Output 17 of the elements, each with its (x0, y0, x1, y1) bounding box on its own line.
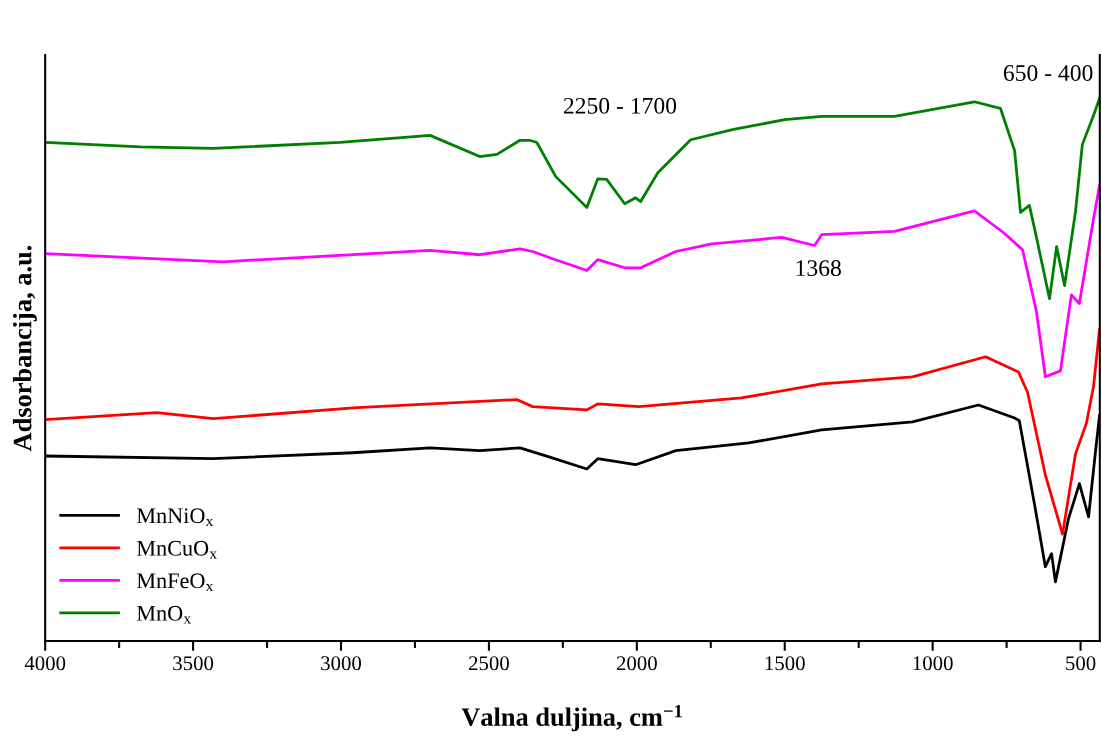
annotation: 1368 (796, 260, 841, 277)
annotation: 2250 - 1700 (563, 97, 677, 114)
y-axis-title: Adsorbancija, a.u. (12, 245, 37, 452)
legend-label: MnCuO$_{x}$ (136, 540, 217, 559)
text: 650 - 400 (1003, 65, 1093, 81)
x-tick-label: 3000 (321, 656, 362, 671)
x-tick-label: 3500 (173, 656, 214, 671)
x-axis-title: Valna duljina, cm$^{−1}$ (461, 705, 682, 732)
x-tick-label: 2000 (616, 656, 657, 671)
x-tick-label: 4000 (24, 656, 66, 671)
x-tick-label: 1500 (765, 656, 805, 671)
x-tick-label: 500 (1066, 656, 1096, 671)
legend-label: MnFeO$_{x}$ (136, 573, 214, 592)
x-tick-label: 2500 (469, 656, 509, 671)
x-tick-label: 1000 (913, 656, 953, 671)
legend-label: MnNiO$_{x}$ (136, 508, 214, 527)
legend-label: MnO$_{x}$ (136, 605, 191, 624)
